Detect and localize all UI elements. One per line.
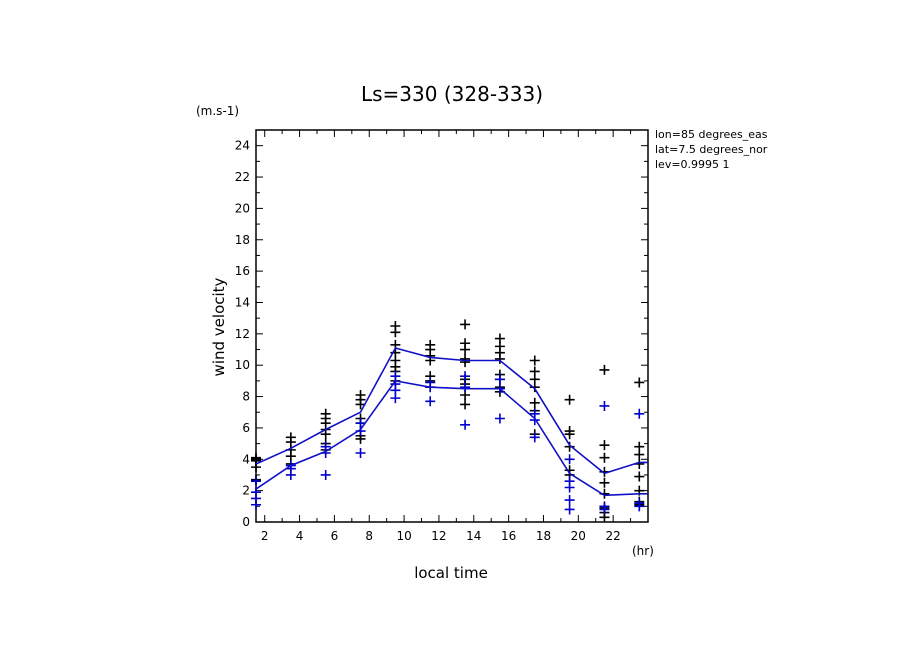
data-point-series-2 (599, 400, 610, 411)
data-point-series-2 (251, 499, 261, 510)
data-point-series-2 (251, 476, 261, 487)
data-point-series-2 (460, 371, 471, 382)
data-point-series-1 (599, 477, 610, 488)
x-axis-label: local time (414, 564, 488, 582)
data-point-series-1 (390, 327, 401, 338)
data-point-series-2 (564, 495, 575, 506)
x-tick-label: 20 (571, 529, 586, 543)
annotation-lev: lev=0.9995 1 (655, 158, 730, 171)
y-tick-label: 6 (242, 421, 250, 435)
y-tick-label: 18 (235, 233, 250, 247)
data-point-series-1 (460, 344, 471, 355)
data-point-series-2 (564, 482, 575, 493)
data-point-series-1 (529, 355, 540, 366)
x-tick-label: 18 (536, 529, 551, 543)
data-point-series-2 (494, 413, 505, 424)
data-point-series-2 (494, 374, 505, 385)
data-point-series-1 (460, 399, 471, 410)
chart-title: Ls=330 (328-333) (361, 82, 543, 106)
data-point-series-2 (564, 454, 575, 465)
y-tick-label: 12 (235, 327, 250, 341)
data-point-series-1 (460, 319, 471, 330)
data-point-series-2 (390, 393, 401, 404)
y-tick-label: 20 (235, 201, 250, 215)
data-point-series-2 (425, 396, 436, 407)
x-tick-label: 6 (331, 529, 339, 543)
x-tick-label: 4 (296, 529, 304, 543)
data-point-series-2 (529, 415, 540, 426)
data-point-series-1 (494, 353, 505, 364)
data-point-series-1 (564, 441, 575, 452)
y-tick-label: 8 (242, 390, 250, 404)
y-tick-label: 22 (235, 170, 250, 184)
y-tick-label: 10 (235, 358, 250, 372)
x-tick-label: 2 (261, 529, 269, 543)
data-point-series-1 (634, 471, 645, 482)
data-point-series-1 (564, 394, 575, 405)
data-point-series-2 (285, 469, 296, 480)
data-point-series-2 (460, 419, 471, 430)
x-tick-label: 16 (501, 529, 516, 543)
data-point-series-2 (564, 504, 575, 515)
data-point-series-2 (529, 432, 540, 443)
y-axis-label: wind velocity (210, 277, 228, 376)
y-unit-label: (m.s-1) (196, 104, 239, 118)
y-tick-label: 16 (235, 264, 250, 278)
data-point-series-2 (599, 504, 610, 515)
y-tick-label: 2 (242, 484, 250, 498)
x-unit-label: (hr) (632, 544, 654, 558)
y-tick-label: 14 (235, 295, 250, 309)
data-point-series-1 (634, 377, 645, 388)
annotation-lat: lat=7.5 degrees_nor (655, 143, 768, 156)
y-tick-label: 24 (235, 139, 250, 153)
data-point-series-2 (634, 408, 645, 419)
data-point-series-1 (564, 429, 575, 440)
data-point-series-2 (634, 501, 645, 512)
x-tick-label: 10 (396, 529, 411, 543)
annotation-lon: lon=85 degrees_eas (655, 128, 768, 141)
data-point-series-2 (460, 382, 471, 393)
data-point-series-2 (355, 448, 366, 459)
x-tick-label: 22 (606, 529, 621, 543)
mean-line-series-1 (255, 347, 648, 475)
data-point-series-2 (320, 469, 331, 480)
data-point-series-1 (529, 382, 540, 393)
y-tick-label: 0 (242, 515, 250, 529)
mean-line-series-2 (255, 380, 648, 497)
data-point-series-1 (599, 452, 610, 463)
data-point-series-1 (599, 364, 610, 375)
data-point-series-1 (320, 429, 331, 440)
data-point-series-1 (634, 449, 645, 460)
x-tick-label: 12 (431, 529, 446, 543)
data-point-series-1 (599, 440, 610, 451)
y-tick-label: 4 (242, 452, 250, 466)
data-point-series-1 (460, 357, 471, 368)
x-tick-label: 14 (466, 529, 481, 543)
plot-frame (255, 129, 649, 523)
x-tick-label: 8 (365, 529, 373, 543)
